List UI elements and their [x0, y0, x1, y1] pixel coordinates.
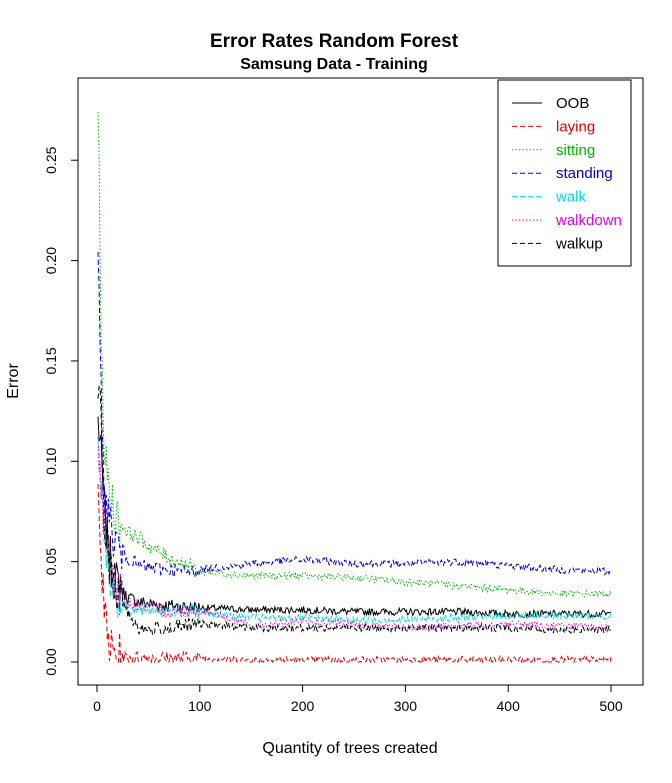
y-axis: 0.00 0.05 0.10 0.15 0.20 0.25: [43, 146, 79, 676]
x-axis: 0 100 200 300 400 500: [93, 684, 623, 714]
y-tick-label: 0.20: [43, 247, 59, 274]
series-line-sitting: [97, 111, 612, 599]
y-tick-label: 0.10: [43, 447, 59, 474]
x-tick-label: 200: [291, 698, 315, 714]
legend-label-OOB: OOB: [556, 95, 589, 112]
chart-subtitle: Samsung Data - Training: [240, 56, 428, 73]
series-layer: [97, 111, 612, 664]
legend: OOB laying sitting standing walk walkdown walk…: [497, 79, 632, 267]
y-axis-title: Error: [5, 363, 22, 399]
legend-label-walk: walk: [555, 189, 587, 206]
legend-label-laying: laying: [556, 118, 595, 135]
x-tick-label: 500: [599, 698, 623, 714]
y-tick-label: 0.15: [43, 347, 59, 374]
series-line-walk: [97, 437, 612, 625]
x-tick-label: 100: [188, 698, 212, 714]
x-axis-title: Quantity of trees created: [262, 740, 437, 757]
x-tick-label: 0: [93, 698, 101, 714]
x-tick-label: 400: [497, 698, 521, 714]
legend-label-walkdown: walkdown: [555, 212, 622, 229]
y-tick-label: 0.00: [43, 648, 59, 675]
series-line-standing: [97, 251, 612, 580]
chart-title: Error Rates Random Forest: [210, 31, 459, 52]
series-line-walkup: [97, 385, 612, 637]
y-tick-label: 0.25: [43, 146, 59, 173]
series-line-OOB: [97, 416, 612, 619]
legend-label-standing: standing: [556, 165, 613, 182]
y-tick-label: 0.05: [43, 548, 59, 575]
series-line-laying: [97, 484, 612, 664]
legend-label-walkup: walkup: [555, 235, 603, 252]
series-line-walkdown: [97, 442, 612, 634]
x-tick-label: 300: [394, 698, 418, 714]
legend-label-sitting: sitting: [556, 142, 595, 159]
